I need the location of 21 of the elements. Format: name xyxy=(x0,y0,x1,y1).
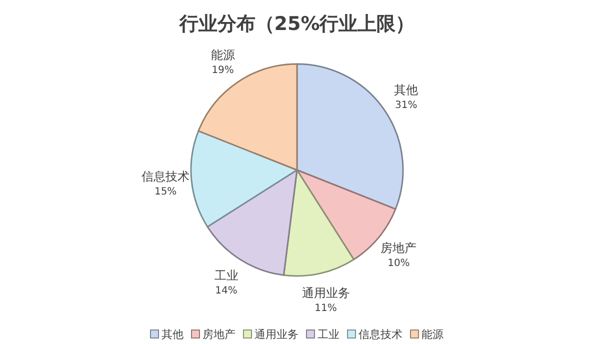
slice-label: 其他 xyxy=(394,82,418,97)
legend-label: 工业 xyxy=(318,328,340,341)
data-label: 14% xyxy=(215,285,238,296)
chart-title: 行业分布（25%行业上限） xyxy=(178,13,415,35)
legend-label: 通用业务 xyxy=(254,328,298,341)
data-label: 31% xyxy=(395,100,418,111)
legend-label: 房地产 xyxy=(202,328,236,341)
data-label: 15% xyxy=(154,186,177,198)
legend-label: 其他 xyxy=(162,328,184,341)
data-label: 10% xyxy=(388,258,410,270)
slice-label: 房地产 xyxy=(380,241,417,256)
data-label: 19% xyxy=(212,64,234,76)
pie-slice xyxy=(282,169,355,277)
slice-label: 工业 xyxy=(214,268,238,282)
legend-label: 能源 xyxy=(422,328,444,341)
pie-slice xyxy=(190,130,298,228)
legend-label: 信息技术 xyxy=(358,328,402,341)
slice-label: 能源 xyxy=(210,48,235,62)
slice-label: 通用业务 xyxy=(302,286,350,300)
data-label: 11% xyxy=(314,302,337,314)
slice-label: 信息技术 xyxy=(142,169,190,184)
